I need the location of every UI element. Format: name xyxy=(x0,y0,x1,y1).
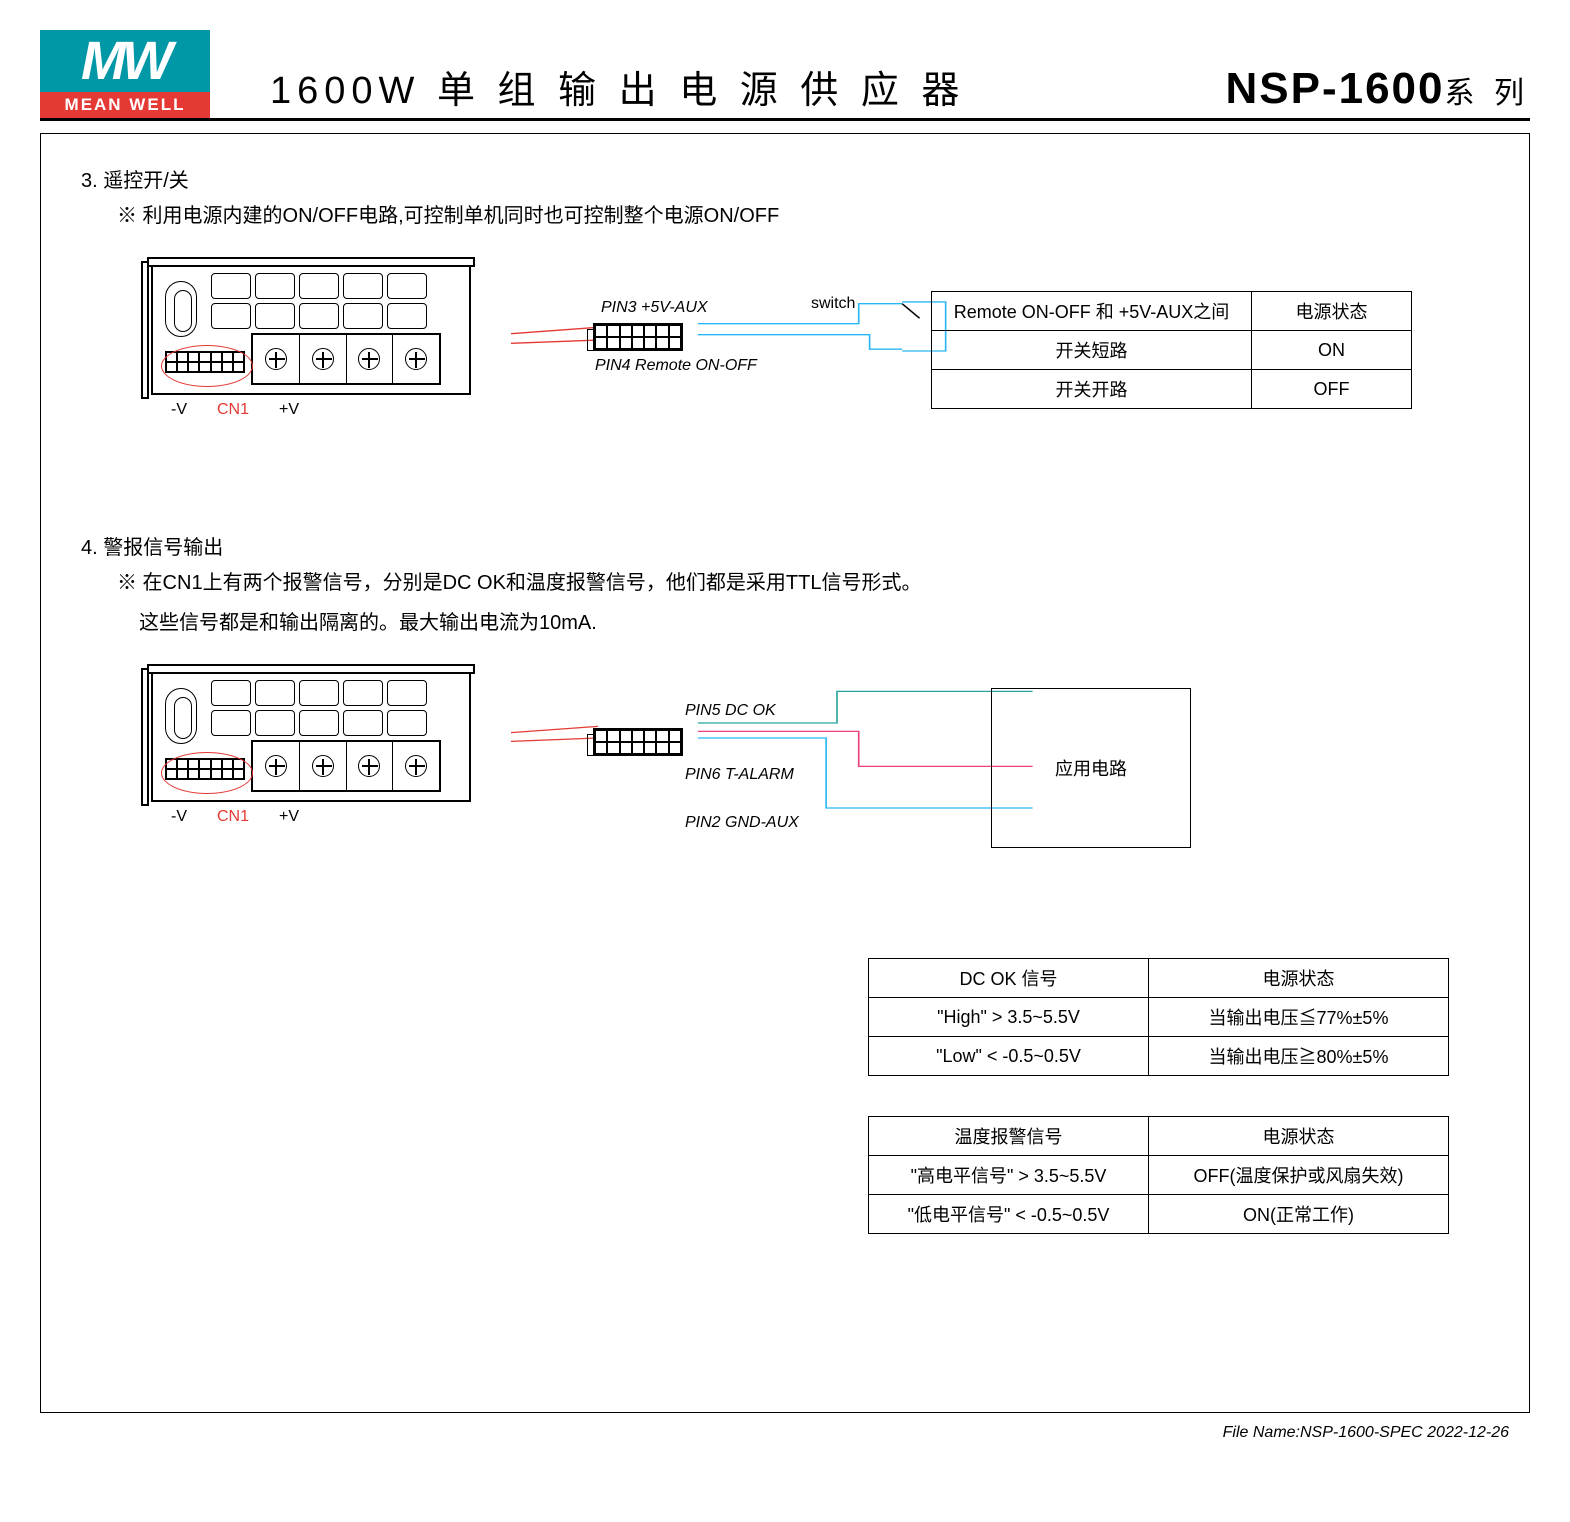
doc-title: 1600W 单 组 输 出 电 源 供 应 器 xyxy=(230,59,1205,114)
label-minus-v: -V xyxy=(171,401,187,419)
t3-h1: Remote ON-OFF 和 +5V-AUX之间 xyxy=(932,292,1252,331)
model-title: NSP-1600系 列 xyxy=(1225,64,1530,114)
app-circuit-label: 应用电路 xyxy=(1055,755,1127,781)
t3-r1c1: 开关短路 xyxy=(932,331,1252,370)
dcok-h2: 电源状态 xyxy=(1149,959,1449,998)
section3-diagram: -V CN1 +V PIN3 +5V-AUX switch PIN4 Remot… xyxy=(141,251,1489,471)
pin2-label: PIN2 GND-AUX xyxy=(685,814,799,832)
section4-diagram: -V CN1 +V PIN5 DC OK PIN6 T-ALARM PIN2 G… xyxy=(141,658,1489,898)
section3-title: 3. 遥控开/关 xyxy=(81,164,1489,193)
temp-r2c1: "低电平信号" < -0.5~0.5V xyxy=(869,1195,1149,1234)
section4-tables: DC OK 信号电源状态 "High" > 3.5~5.5V当输出电压≦77%±… xyxy=(809,958,1449,1234)
temp-h1: 温度报警信号 xyxy=(869,1117,1149,1156)
connector-icon xyxy=(593,323,683,351)
temp-r1c1: "高电平信号" > 3.5~5.5V xyxy=(869,1156,1149,1195)
dcok-r1c2: 当输出电压≦77%±5% xyxy=(1149,998,1449,1037)
device-labels: -V CN1 +V xyxy=(171,401,299,419)
device-drawing-2: -V CN1 +V xyxy=(141,658,481,838)
t3-r2c2: OFF xyxy=(1252,370,1412,409)
model-suffix: 系 列 xyxy=(1445,77,1531,110)
footer-filename: File Name:NSP-1600-SPEC 2022-12-26 xyxy=(1223,1424,1509,1442)
dcok-h1: DC OK 信号 xyxy=(869,959,1149,998)
connector-icon-2 xyxy=(593,728,683,756)
logo: MW MEAN WELL xyxy=(40,30,210,118)
temp-r2c2: ON(正常工作) xyxy=(1149,1195,1449,1234)
label-cn1-2: CN1 xyxy=(217,808,249,826)
temp-table: 温度报警信号电源状态 "高电平信号" > 3.5~5.5VOFF(温度保护或风扇… xyxy=(868,1116,1449,1234)
dcok-r2c2: 当输出电压≧80%±5% xyxy=(1149,1037,1449,1076)
switch-label: switch xyxy=(811,295,855,313)
app-circuit-box: 应用电路 xyxy=(991,688,1191,848)
pin6-label: PIN6 T-ALARM xyxy=(685,766,794,784)
dcok-r1c1: "High" > 3.5~5.5V xyxy=(869,998,1149,1037)
page-header: MW MEAN WELL 1600W 单 组 输 出 电 源 供 应 器 NSP… xyxy=(40,30,1530,121)
dcok-table: DC OK 信号电源状态 "High" > 3.5~5.5V当输出电压≦77%±… xyxy=(868,958,1449,1076)
section4-title: 4. 警报信号输出 xyxy=(81,531,1489,560)
section3-wires: PIN3 +5V-AUX switch PIN4 Remote ON-OFF R… xyxy=(511,251,1489,451)
content-frame: 3. 遥控开/关 ※ 利用电源内建的ON/OFF电路,可控制单机同时也可控制整个… xyxy=(40,133,1530,1413)
device-labels-2: -V CN1 +V xyxy=(171,808,299,826)
section3-table: Remote ON-OFF 和 +5V-AUX之间电源状态 开关短路ON 开关开… xyxy=(931,291,1412,409)
device-drawing: -V CN1 +V xyxy=(141,251,481,431)
temp-h2: 电源状态 xyxy=(1149,1117,1449,1156)
logo-top: MW xyxy=(40,30,210,92)
label-plus-v-2: +V xyxy=(279,808,299,826)
label-plus-v: +V xyxy=(279,401,299,419)
pin4-label: PIN4 Remote ON-OFF xyxy=(595,357,757,375)
logo-bottom: MEAN WELL xyxy=(40,92,210,118)
pin3-label: PIN3 +5V-AUX xyxy=(601,299,708,317)
model-number: NSP-1600 xyxy=(1225,64,1444,113)
section4-desc1: ※ 在CN1上有两个报警信号，分别是DC OK和温度报警信号，他们都是采用TTL… xyxy=(117,568,1489,598)
dcok-r2c1: "Low" < -0.5~0.5V xyxy=(869,1037,1149,1076)
t3-h2: 电源状态 xyxy=(1252,292,1412,331)
section3-desc: ※ 利用电源内建的ON/OFF电路,可控制单机同时也可控制整个电源ON/OFF xyxy=(117,201,1489,231)
pin5-label: PIN5 DC OK xyxy=(685,702,776,720)
label-minus-v-2: -V xyxy=(171,808,187,826)
t3-r1c2: ON xyxy=(1252,331,1412,370)
label-cn1: CN1 xyxy=(217,401,249,419)
t3-r2c1: 开关开路 xyxy=(932,370,1252,409)
section4-wires: PIN5 DC OK PIN6 T-ALARM PIN2 GND-AUX 应用电… xyxy=(511,658,1489,858)
temp-r1c2: OFF(温度保护或风扇失效) xyxy=(1149,1156,1449,1195)
section4-desc2: 这些信号都是和输出隔离的。最大输出电流为10mA. xyxy=(139,608,1489,638)
